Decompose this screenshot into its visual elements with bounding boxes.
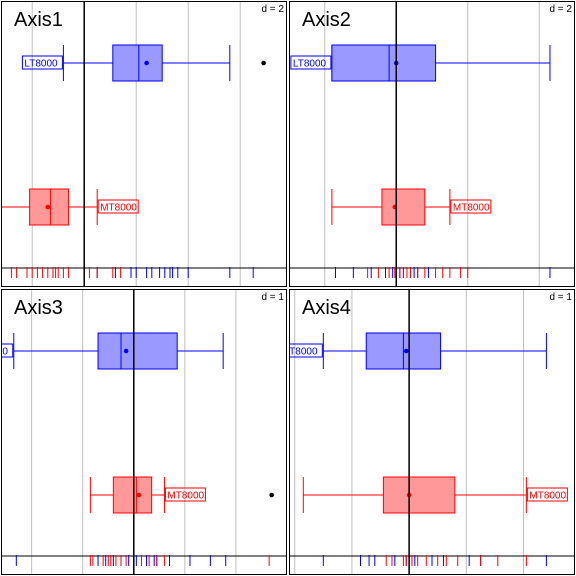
series-label-frame [450, 199, 492, 214]
series-label-mt8000: MT8000 [453, 203, 490, 214]
mean-point [45, 204, 51, 210]
series-label-frame [289, 343, 323, 358]
series-lt8000-box: LT8000 [21, 44, 266, 82]
iqr-box [331, 44, 437, 82]
series-label-mt8000: MT8000 [167, 491, 204, 502]
panel-title: Axis1 [14, 9, 63, 31]
mean-point [144, 60, 149, 66]
series-lt8000-box: LT8000 [290, 44, 551, 82]
panel-body: LT8000 MT8000 [1, 1, 287, 287]
grid-size-label: d = 2 [549, 4, 572, 15]
series-label-lt8000: LT8000 [293, 59, 327, 70]
chart-panel-4: LT8000 MT8000 Axis4 d = 1 [284, 289, 575, 575]
panel-title: Axis4 [302, 297, 351, 319]
series-label-mt8000: MT8000 [529, 491, 566, 502]
grid-size-label: d = 1 [261, 292, 284, 303]
outlier-point [269, 492, 274, 498]
series-lt8000-box: LT8000 [0, 332, 224, 370]
panel-body: LT8000 MT8000 [0, 289, 287, 575]
series-label-frame [1, 343, 14, 358]
panel-frame [1, 1, 287, 287]
series-label-frame [21, 55, 63, 70]
mean-point [136, 492, 142, 498]
panel-body: LT8000 MT8000 [284, 289, 575, 575]
series-label-lt8000: LT8000 [0, 347, 8, 358]
panel-frame [289, 1, 575, 287]
series-mt8000-box: MT8000 [89, 476, 274, 514]
series-label-frame [164, 487, 206, 502]
series-mt8000-box: MT8000 [302, 476, 568, 514]
mean-point [403, 348, 409, 354]
grid-size-label: d = 2 [261, 4, 284, 15]
panel-title: Axis3 [14, 297, 63, 319]
mean-point [123, 348, 129, 354]
iqr-box [112, 476, 153, 514]
iqr-box [112, 44, 163, 82]
series-label-lt8000: LT8000 [24, 59, 58, 70]
series-mt8000-box: MT8000 [331, 188, 492, 226]
panel-frame [289, 289, 575, 575]
iqr-box [97, 332, 178, 370]
series-lt8000-box: LT8000 [284, 332, 547, 370]
iqr-box [382, 476, 456, 514]
panel-title: Axis2 [302, 9, 351, 31]
panel-frame [1, 289, 287, 575]
grid-size-label: d = 1 [549, 292, 572, 303]
chart-panel-2: LT8000 MT8000 Axis2 d = 2 [289, 1, 575, 287]
series-label-lt8000: LT8000 [284, 347, 318, 358]
series-label-frame [290, 55, 332, 70]
outlier-point [261, 60, 266, 66]
chart-panel-3: LT8000 MT8000 Axis3 d = 1 [0, 289, 287, 575]
series-mt8000-box: MT8000 [1, 188, 139, 226]
series-label-frame [97, 199, 139, 214]
series-label-frame [526, 487, 568, 502]
panel-body: LT8000 MT8000 [289, 1, 575, 287]
series-label-mt8000: MT8000 [100, 203, 137, 214]
chart-panel-1: LT8000 MT8000 Axis1 d = 2 [1, 1, 287, 287]
iqr-box [381, 188, 426, 226]
